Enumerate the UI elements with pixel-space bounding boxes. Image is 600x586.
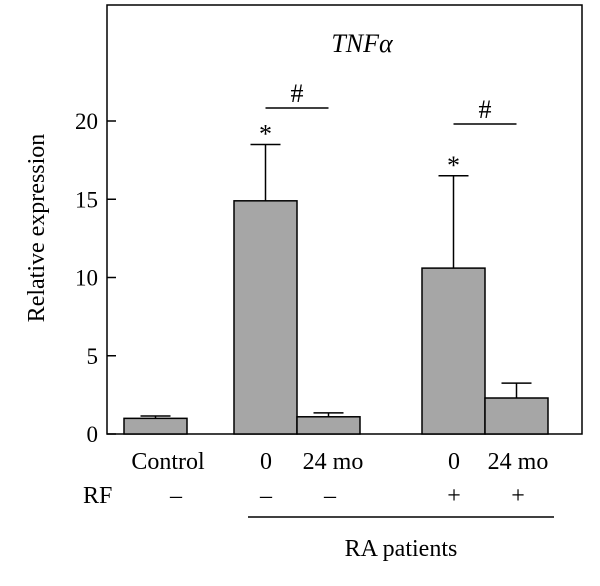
x-tick-label: 24 mo [488,449,549,475]
x-tick-label: 0 [448,449,460,475]
rf-value: – [259,483,273,509]
plot-frame [106,4,583,435]
y-tick-label: 0 [87,422,99,447]
y-tick-label: 20 [75,109,98,134]
bar [421,267,486,435]
y-axis-label: Relative expression [24,134,50,323]
y-tick-label: 5 [87,344,99,369]
significance-annotations: * * # # [259,79,517,180]
y-tick-label: 10 [75,266,98,291]
y-tick-label: 15 [75,187,98,212]
x-tick-labels: Control 0 24 mo 0 24 mo [131,449,548,475]
x-tick-label: 0 [260,449,272,475]
error-bars [140,143,532,419]
bar [484,397,549,435]
significance-star: * [447,151,460,180]
rf-row-values: – – – + + [169,483,525,509]
x-tick-label: 24 mo [303,449,364,475]
rf-value: – [169,483,183,509]
bar [296,416,361,435]
bar [123,417,188,435]
significance-star: * [259,119,272,148]
rf-value: + [447,483,461,509]
bars [123,200,549,435]
ra-patients-label: RA patients [345,536,458,562]
bar [233,200,298,435]
chart-title: TNFα [331,29,394,58]
rf-row-label: RF [83,483,112,509]
y-axis-ticks: 0 5 10 15 20 [75,109,116,447]
hash-label: # [291,79,304,108]
rf-value: – [323,483,337,509]
x-tick-label: Control [131,449,205,475]
hash-label: # [479,95,492,124]
rf-value: + [511,483,525,509]
